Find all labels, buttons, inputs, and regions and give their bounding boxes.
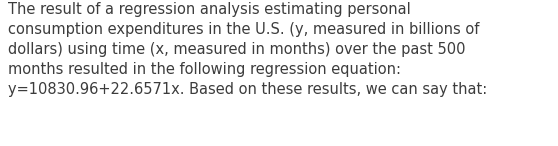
Text: The result of a regression analysis estimating personal
consumption expenditures: The result of a regression analysis esti… [8,2,488,97]
